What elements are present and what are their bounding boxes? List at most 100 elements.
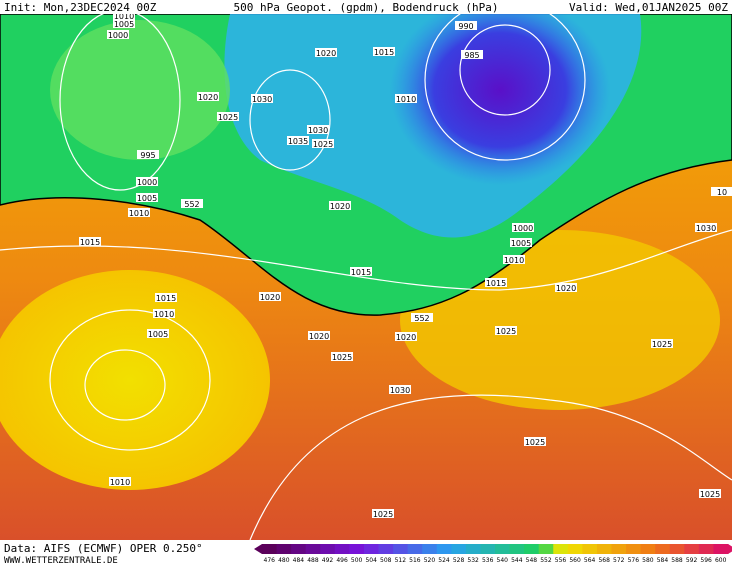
label-box — [113, 19, 135, 28]
isobar-label: 1000 — [137, 178, 157, 187]
isobar-label: 1005 — [114, 20, 134, 29]
label-box — [217, 112, 239, 121]
isobar-label: 1025 — [332, 353, 352, 362]
label-box — [411, 313, 433, 322]
label-box — [512, 223, 534, 232]
label-box — [136, 193, 158, 202]
data-source: Data: AIFS (ECMWF) OPER 0.250° — [4, 542, 203, 555]
label-box — [197, 92, 219, 101]
legend-label: 544 — [511, 557, 523, 564]
legend-label: 568 — [598, 557, 610, 564]
legend-label: 588 — [671, 557, 683, 564]
legend-swatch — [320, 544, 336, 554]
legend-swatch — [422, 544, 438, 554]
isobar-label: 1020 — [309, 332, 329, 341]
legend-swatch — [305, 544, 321, 554]
legend-label: 536 — [482, 557, 494, 564]
isobar-label: 1025 — [218, 113, 238, 122]
legend-label: 492 — [322, 557, 334, 564]
legend-swatch — [669, 544, 685, 554]
isobar-label: 1035 — [288, 137, 308, 146]
isobar-label: 1010 — [396, 95, 416, 104]
legend-swatch — [276, 544, 292, 554]
label-box — [350, 267, 372, 276]
isobar-label: 1015 — [351, 268, 371, 277]
isobar-label: 1010 — [504, 256, 524, 265]
isobar-label: 1020 — [198, 93, 218, 102]
isobar-label: 1025 — [313, 140, 333, 149]
legend-swatch — [582, 544, 598, 554]
isobar-label: 1025 — [525, 438, 545, 447]
legend-label: 476 — [264, 557, 276, 564]
label-box — [699, 489, 721, 498]
legend-label: 584 — [657, 557, 669, 564]
label-box — [109, 477, 131, 486]
label-box — [79, 237, 101, 246]
label-box — [503, 255, 525, 264]
isobar-label: 1020 — [556, 284, 576, 293]
label-box — [113, 11, 135, 20]
legend-swatch — [451, 544, 467, 554]
isobar-label: 1030 — [252, 95, 272, 104]
label-box — [331, 352, 353, 361]
isobar-label: 1005 — [148, 330, 168, 339]
legend-label: 560 — [569, 557, 581, 564]
legend-arrow-left — [254, 544, 262, 554]
isobar-label: 1005 — [511, 239, 531, 248]
label-box — [312, 139, 334, 148]
label-box — [395, 332, 417, 341]
legend-swatch — [495, 544, 511, 554]
legend-swatch — [262, 544, 278, 554]
valid-time: Valid: Wed,01JAN2025 00Z — [569, 1, 728, 14]
label-box — [495, 326, 517, 335]
legend-label: 600 — [715, 557, 727, 564]
isobar-label: 1025 — [652, 340, 672, 349]
legend-label: 548 — [526, 557, 538, 564]
label-box — [695, 223, 717, 232]
legend-label: 488 — [307, 557, 319, 564]
isobar-label: 1025 — [496, 327, 516, 336]
isobar-label: 1020 — [330, 202, 350, 211]
header-band — [0, 0, 732, 14]
legend-label: 484 — [293, 557, 305, 564]
label-box — [373, 47, 395, 56]
legend-swatch — [349, 544, 365, 554]
isobar-label: 1015 — [486, 279, 506, 288]
isobar-label: 552 — [414, 314, 429, 323]
legend-label: 592 — [686, 557, 698, 564]
legend-label: 580 — [642, 557, 654, 564]
isobar-label: 995 — [140, 151, 155, 160]
legend-label: 516 — [409, 557, 421, 564]
label-box — [107, 30, 129, 39]
legend-label: 556 — [555, 557, 567, 564]
isobar-label: 1030 — [308, 126, 328, 135]
legend-swatch — [538, 544, 554, 554]
label-box — [259, 292, 281, 301]
legend-swatch — [363, 544, 379, 554]
isobar-label: 1025 — [700, 490, 720, 499]
label-box — [455, 21, 477, 30]
label-box — [153, 309, 175, 318]
legend-swatch — [596, 544, 612, 554]
legend-swatch — [713, 544, 729, 554]
isobar-label: 552 — [184, 200, 199, 209]
label-box — [308, 331, 330, 340]
isobar-label: 1010 — [110, 478, 130, 487]
map-title: 500 hPa Geopot. (gpdm), Bodendruck (hPa) — [234, 1, 499, 14]
label-box — [181, 199, 203, 208]
label-box — [287, 136, 309, 145]
legend-swatch — [436, 544, 452, 554]
label-box — [147, 329, 169, 338]
isobar-label: 1015 — [80, 238, 100, 247]
legend-label: 512 — [395, 557, 407, 564]
legend-swatch — [655, 544, 671, 554]
label-box — [136, 177, 158, 186]
label-box — [251, 94, 273, 103]
label-box — [329, 201, 351, 210]
isobar-label: 1015 — [156, 294, 176, 303]
label-box — [307, 125, 329, 134]
isobar-label: 1030 — [696, 224, 716, 233]
label-box — [485, 278, 507, 287]
high-pressure-area — [0, 270, 270, 490]
legend-swatch — [334, 544, 350, 554]
